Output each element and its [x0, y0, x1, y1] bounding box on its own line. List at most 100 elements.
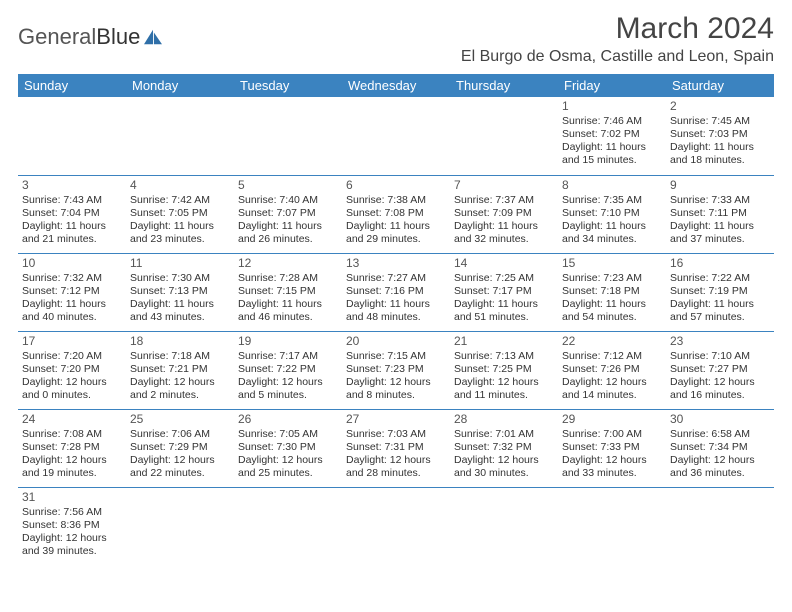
day-cell: 18Sunrise: 7:18 AMSunset: 7:21 PMDayligh… [126, 331, 234, 409]
sunrise-line: Sunrise: 7:06 AM [130, 428, 230, 441]
sunrise-line: Sunrise: 7:43 AM [22, 194, 122, 207]
sunset-line: Sunset: 7:18 PM [562, 285, 662, 298]
day-cell: 11Sunrise: 7:30 AMSunset: 7:13 PMDayligh… [126, 253, 234, 331]
logo-text: GeneralBlue [18, 24, 140, 50]
day-number: 4 [130, 178, 230, 193]
title-block: March 2024 El Burgo de Osma, Castille an… [461, 12, 774, 70]
daylight-line: Daylight: 11 hours and 21 minutes. [22, 220, 122, 246]
sunset-line: Sunset: 7:08 PM [346, 207, 446, 220]
weekday-header: Wednesday [342, 74, 450, 97]
day-cell: 23Sunrise: 7:10 AMSunset: 7:27 PMDayligh… [666, 331, 774, 409]
daylight-line: Daylight: 12 hours and 14 minutes. [562, 376, 662, 402]
logo-part2: Blue [96, 24, 140, 49]
weekday-header: Monday [126, 74, 234, 97]
day-number: 25 [130, 412, 230, 427]
day-cell: 1Sunrise: 7:46 AMSunset: 7:02 PMDaylight… [558, 97, 666, 175]
day-number: 11 [130, 256, 230, 271]
calendar-row: 1Sunrise: 7:46 AMSunset: 7:02 PMDaylight… [18, 97, 774, 175]
daylight-line: Daylight: 12 hours and 5 minutes. [238, 376, 338, 402]
sunset-line: Sunset: 7:10 PM [562, 207, 662, 220]
sunset-line: Sunset: 7:07 PM [238, 207, 338, 220]
sunset-line: Sunset: 7:28 PM [22, 441, 122, 454]
sunset-line: Sunset: 7:13 PM [130, 285, 230, 298]
daylight-line: Daylight: 11 hours and 54 minutes. [562, 298, 662, 324]
weekday-header-row: Sunday Monday Tuesday Wednesday Thursday… [18, 74, 774, 97]
sunset-line: Sunset: 7:04 PM [22, 207, 122, 220]
sunset-line: Sunset: 7:02 PM [562, 128, 662, 141]
day-number: 24 [22, 412, 122, 427]
sunset-line: Sunset: 7:32 PM [454, 441, 554, 454]
day-number: 27 [346, 412, 446, 427]
sunrise-line: Sunrise: 7:27 AM [346, 272, 446, 285]
sunrise-line: Sunrise: 7:13 AM [454, 350, 554, 363]
day-number: 29 [562, 412, 662, 427]
daylight-line: Daylight: 11 hours and 46 minutes. [238, 298, 338, 324]
day-cell: 25Sunrise: 7:06 AMSunset: 7:29 PMDayligh… [126, 409, 234, 487]
weekday-header: Saturday [666, 74, 774, 97]
sunrise-line: Sunrise: 7:35 AM [562, 194, 662, 207]
empty-cell [234, 97, 342, 175]
day-cell: 8Sunrise: 7:35 AMSunset: 7:10 PMDaylight… [558, 175, 666, 253]
header: GeneralBlue March 2024 El Burgo de Osma,… [18, 12, 774, 70]
sunset-line: Sunset: 7:33 PM [562, 441, 662, 454]
empty-cell [342, 487, 450, 565]
sunset-line: Sunset: 7:29 PM [130, 441, 230, 454]
calendar-table: Sunday Monday Tuesday Wednesday Thursday… [18, 74, 774, 565]
daylight-line: Daylight: 12 hours and 36 minutes. [670, 454, 770, 480]
sunset-line: Sunset: 7:12 PM [22, 285, 122, 298]
empty-cell [558, 487, 666, 565]
day-number: 16 [670, 256, 770, 271]
sunset-line: Sunset: 8:36 PM [22, 519, 122, 532]
sunset-line: Sunset: 7:30 PM [238, 441, 338, 454]
sunrise-line: Sunrise: 7:17 AM [238, 350, 338, 363]
sunrise-line: Sunrise: 7:46 AM [562, 115, 662, 128]
day-cell: 29Sunrise: 7:00 AMSunset: 7:33 PMDayligh… [558, 409, 666, 487]
logo-part1: General [18, 24, 96, 49]
sunset-line: Sunset: 7:20 PM [22, 363, 122, 376]
day-cell: 28Sunrise: 7:01 AMSunset: 7:32 PMDayligh… [450, 409, 558, 487]
day-number: 23 [670, 334, 770, 349]
daylight-line: Daylight: 11 hours and 34 minutes. [562, 220, 662, 246]
daylight-line: Daylight: 12 hours and 2 minutes. [130, 376, 230, 402]
calendar-row: 10Sunrise: 7:32 AMSunset: 7:12 PMDayligh… [18, 253, 774, 331]
day-cell: 2Sunrise: 7:45 AMSunset: 7:03 PMDaylight… [666, 97, 774, 175]
daylight-line: Daylight: 11 hours and 40 minutes. [22, 298, 122, 324]
sunrise-line: Sunrise: 7:15 AM [346, 350, 446, 363]
empty-cell [342, 97, 450, 175]
daylight-line: Daylight: 11 hours and 15 minutes. [562, 141, 662, 167]
empty-cell [666, 487, 774, 565]
daylight-line: Daylight: 12 hours and 39 minutes. [22, 532, 122, 558]
day-number: 13 [346, 256, 446, 271]
sunrise-line: Sunrise: 7:03 AM [346, 428, 446, 441]
daylight-line: Daylight: 12 hours and 11 minutes. [454, 376, 554, 402]
sunrise-line: Sunrise: 7:32 AM [22, 272, 122, 285]
day-number: 28 [454, 412, 554, 427]
day-cell: 22Sunrise: 7:12 AMSunset: 7:26 PMDayligh… [558, 331, 666, 409]
day-number: 22 [562, 334, 662, 349]
sunrise-line: Sunrise: 7:30 AM [130, 272, 230, 285]
weekday-header: Tuesday [234, 74, 342, 97]
sail-icon [142, 28, 164, 46]
day-cell: 7Sunrise: 7:37 AMSunset: 7:09 PMDaylight… [450, 175, 558, 253]
sunset-line: Sunset: 7:16 PM [346, 285, 446, 298]
day-number: 2 [670, 99, 770, 114]
day-cell: 31Sunrise: 7:56 AMSunset: 8:36 PMDayligh… [18, 487, 126, 565]
logo: GeneralBlue [18, 12, 164, 50]
empty-cell [126, 97, 234, 175]
day-cell: 24Sunrise: 7:08 AMSunset: 7:28 PMDayligh… [18, 409, 126, 487]
sunrise-line: Sunrise: 7:33 AM [670, 194, 770, 207]
daylight-line: Daylight: 11 hours and 18 minutes. [670, 141, 770, 167]
daylight-line: Daylight: 11 hours and 51 minutes. [454, 298, 554, 324]
daylight-line: Daylight: 11 hours and 37 minutes. [670, 220, 770, 246]
day-cell: 3Sunrise: 7:43 AMSunset: 7:04 PMDaylight… [18, 175, 126, 253]
day-number: 19 [238, 334, 338, 349]
sunset-line: Sunset: 7:31 PM [346, 441, 446, 454]
daylight-line: Daylight: 12 hours and 22 minutes. [130, 454, 230, 480]
sunrise-line: Sunrise: 7:20 AM [22, 350, 122, 363]
day-number: 12 [238, 256, 338, 271]
day-number: 10 [22, 256, 122, 271]
sunrise-line: Sunrise: 7:45 AM [670, 115, 770, 128]
weekday-header: Friday [558, 74, 666, 97]
day-number: 26 [238, 412, 338, 427]
day-cell: 6Sunrise: 7:38 AMSunset: 7:08 PMDaylight… [342, 175, 450, 253]
